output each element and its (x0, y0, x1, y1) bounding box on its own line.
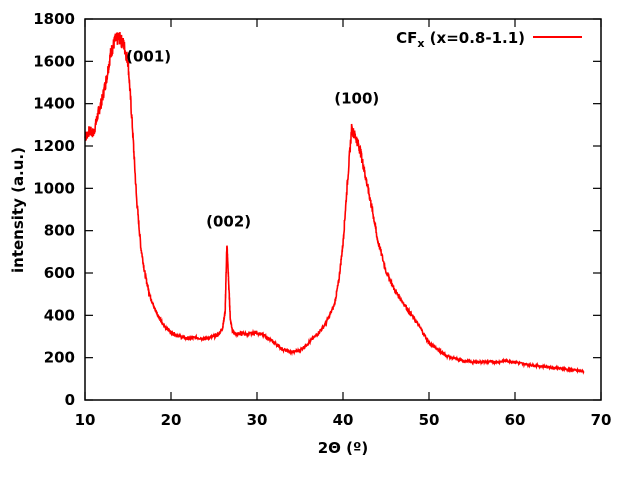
y-tick-label: 800 (44, 222, 75, 240)
y-tick-label: 1200 (33, 137, 75, 155)
y-tick-label: 200 (44, 349, 75, 367)
y-tick-label: 0 (65, 391, 75, 409)
y-tick-label: 400 (44, 306, 75, 324)
x-tick-label: 20 (161, 411, 182, 429)
legend-entry-label: CFx (x=0.8-1.1) (396, 29, 525, 50)
y-tick-label: 1000 (33, 179, 75, 197)
annotation-layer: (001) (002) (100) (126, 47, 379, 230)
x-tick-label: 60 (505, 411, 526, 429)
legend-entry-main: CF (396, 29, 417, 47)
x-tick-label: 30 (247, 411, 268, 429)
series-line (84, 31, 585, 375)
y-tick-label: 600 (44, 264, 75, 282)
legend-entry-sub: x (417, 37, 424, 50)
axes-layer (84, 18, 602, 401)
curve-layer (84, 31, 585, 375)
plot-frame (84, 18, 602, 401)
peak-annotation: (002) (206, 212, 251, 230)
x-tick-label: 50 (419, 411, 440, 429)
x-tick-label: 10 (75, 411, 96, 429)
y-tick-label: 1600 (33, 52, 75, 70)
x-tick-label: 70 (591, 411, 612, 429)
legend-entry-rest: (x=0.8-1.1) (424, 29, 525, 47)
y-tick-label: 1800 (33, 10, 75, 28)
y-axis-label: intensity (a.u.) (9, 147, 27, 273)
ticks-layer: 10 20 30 40 50 60 70 0 200 400 600 800 1000 1200 1400 1… (33, 10, 611, 429)
peak-annotation: (100) (334, 90, 379, 108)
x-axis-label: 2Θ (º) (318, 439, 369, 457)
legend: CFx (x=0.8-1.1) (396, 29, 582, 50)
peak-annotation: (001) (126, 47, 171, 65)
x-tick-label: 40 (333, 411, 354, 429)
y-tick-label: 1400 (33, 95, 75, 113)
